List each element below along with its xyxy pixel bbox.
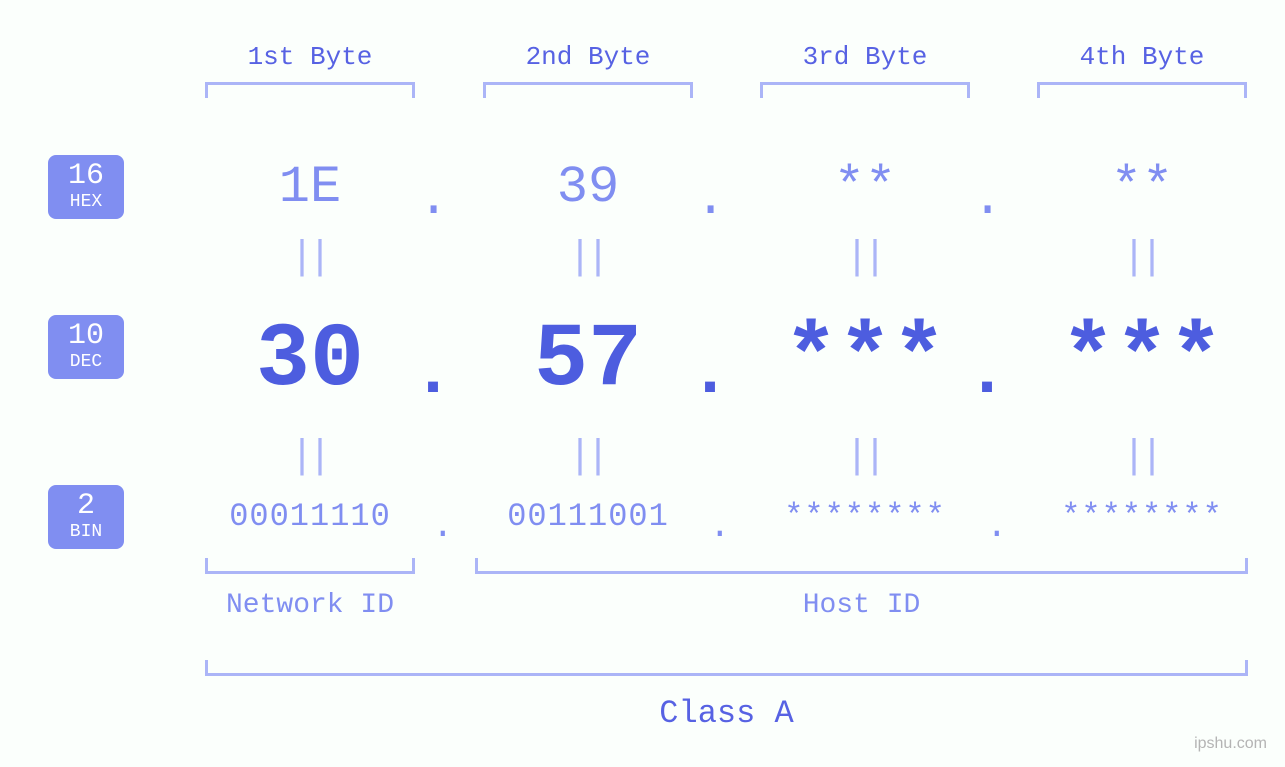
dec-byte-4: *** (1012, 310, 1272, 412)
hex-dot-1: . (418, 170, 449, 229)
hex-byte-3: ** (735, 158, 995, 217)
byte-label-3: 3rd Byte (750, 42, 980, 72)
byte-label-2: 2nd Byte (473, 42, 703, 72)
network-id-bracket (205, 558, 415, 574)
base-badge-hex: 16 HEX (48, 155, 124, 219)
dec-dot-1: . (412, 335, 454, 414)
class-bracket (205, 660, 1248, 676)
equals-icon: || (568, 236, 604, 281)
base-badge-dec: 10 DEC (48, 315, 124, 379)
bin-dot-3: . (986, 506, 1008, 547)
bin-byte-2: 00111001 (458, 498, 718, 535)
equals-icon: || (568, 435, 604, 480)
equals-icon: || (290, 435, 326, 480)
equals-icon: || (845, 236, 881, 281)
dec-dot-2: . (689, 335, 731, 414)
base-lbl-dec: DEC (58, 353, 114, 371)
bin-dot-2: . (709, 506, 731, 547)
network-id-label: Network ID (205, 590, 415, 621)
dec-dot-3: . (966, 335, 1008, 414)
top-bracket-1 (205, 82, 415, 98)
dec-byte-2: 57 (458, 310, 718, 412)
host-id-bracket (475, 558, 1248, 574)
dec-byte-1: 30 (180, 310, 440, 412)
base-lbl-bin: BIN (58, 523, 114, 541)
watermark: ipshu.com (1194, 735, 1267, 753)
base-badge-bin: 2 BIN (48, 485, 124, 549)
equals-icon: || (1122, 236, 1158, 281)
bin-dot-1: . (432, 506, 454, 547)
equals-icon: || (845, 435, 881, 480)
hex-byte-2: 39 (458, 158, 718, 217)
hex-dot-2: . (695, 170, 726, 229)
host-id-label: Host ID (475, 590, 1248, 621)
dec-byte-3: *** (735, 310, 995, 412)
hex-byte-4: ** (1012, 158, 1272, 217)
hex-byte-1: 1E (180, 158, 440, 217)
top-bracket-3 (760, 82, 970, 98)
base-lbl-hex: HEX (58, 193, 114, 211)
base-num-dec: 10 (58, 321, 114, 351)
top-bracket-2 (483, 82, 693, 98)
equals-icon: || (1122, 435, 1158, 480)
class-label: Class A (205, 695, 1248, 732)
equals-icon: || (290, 236, 326, 281)
bin-byte-4: ******** (1012, 498, 1272, 535)
top-bracket-4 (1037, 82, 1247, 98)
base-num-bin: 2 (58, 491, 114, 521)
hex-dot-3: . (972, 170, 1003, 229)
byte-label-1: 1st Byte (195, 42, 425, 72)
base-num-hex: 16 (58, 161, 114, 191)
bin-byte-3: ******** (735, 498, 995, 535)
byte-label-4: 4th Byte (1027, 42, 1257, 72)
bin-byte-1: 00011110 (180, 498, 440, 535)
ip-diagram: 1st Byte 2nd Byte 3rd Byte 4th Byte 16 H… (0, 0, 1285, 767)
